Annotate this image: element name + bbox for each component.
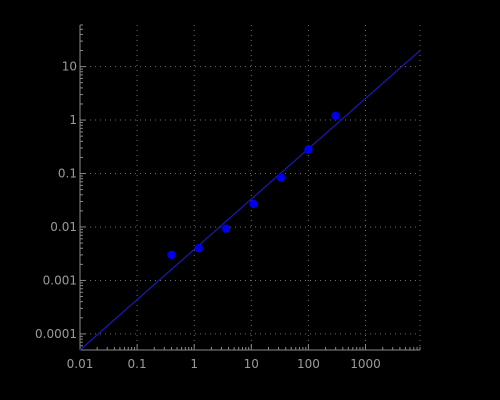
x-tick-label: 100 bbox=[297, 357, 320, 371]
data-point bbox=[167, 250, 176, 260]
y-tick-label: 0.001 bbox=[43, 273, 77, 287]
x-tick-label: 0.01 bbox=[67, 357, 94, 371]
data-point bbox=[221, 224, 231, 233]
data-point bbox=[304, 145, 313, 154]
y-tick-label: 10 bbox=[62, 60, 77, 74]
x-tick-label: 10 bbox=[244, 357, 259, 371]
axes bbox=[79, 24, 421, 351]
tick-labels: 0.01 0.1 1 10 100 1000 0.0001 0.001 0.01 0.1 1 10 bbox=[35, 60, 381, 371]
data-points bbox=[167, 111, 340, 260]
fit-line bbox=[79, 50, 421, 351]
y-tick-label: 0.1 bbox=[58, 167, 77, 181]
data-point bbox=[194, 244, 203, 253]
x-tick-label: 1 bbox=[190, 357, 198, 371]
grid bbox=[79, 25, 421, 350]
data-point bbox=[331, 111, 340, 121]
data-point bbox=[249, 199, 258, 209]
x-tick-label: 0.1 bbox=[128, 357, 147, 371]
y-tick-label: 0.01 bbox=[50, 220, 77, 234]
y-tick-label: 0.0001 bbox=[35, 327, 77, 341]
data-point bbox=[276, 173, 286, 182]
x-tick-label: 1000 bbox=[350, 357, 381, 371]
fit-line-layer bbox=[79, 50, 421, 351]
y-tick-label: 1 bbox=[69, 113, 77, 127]
